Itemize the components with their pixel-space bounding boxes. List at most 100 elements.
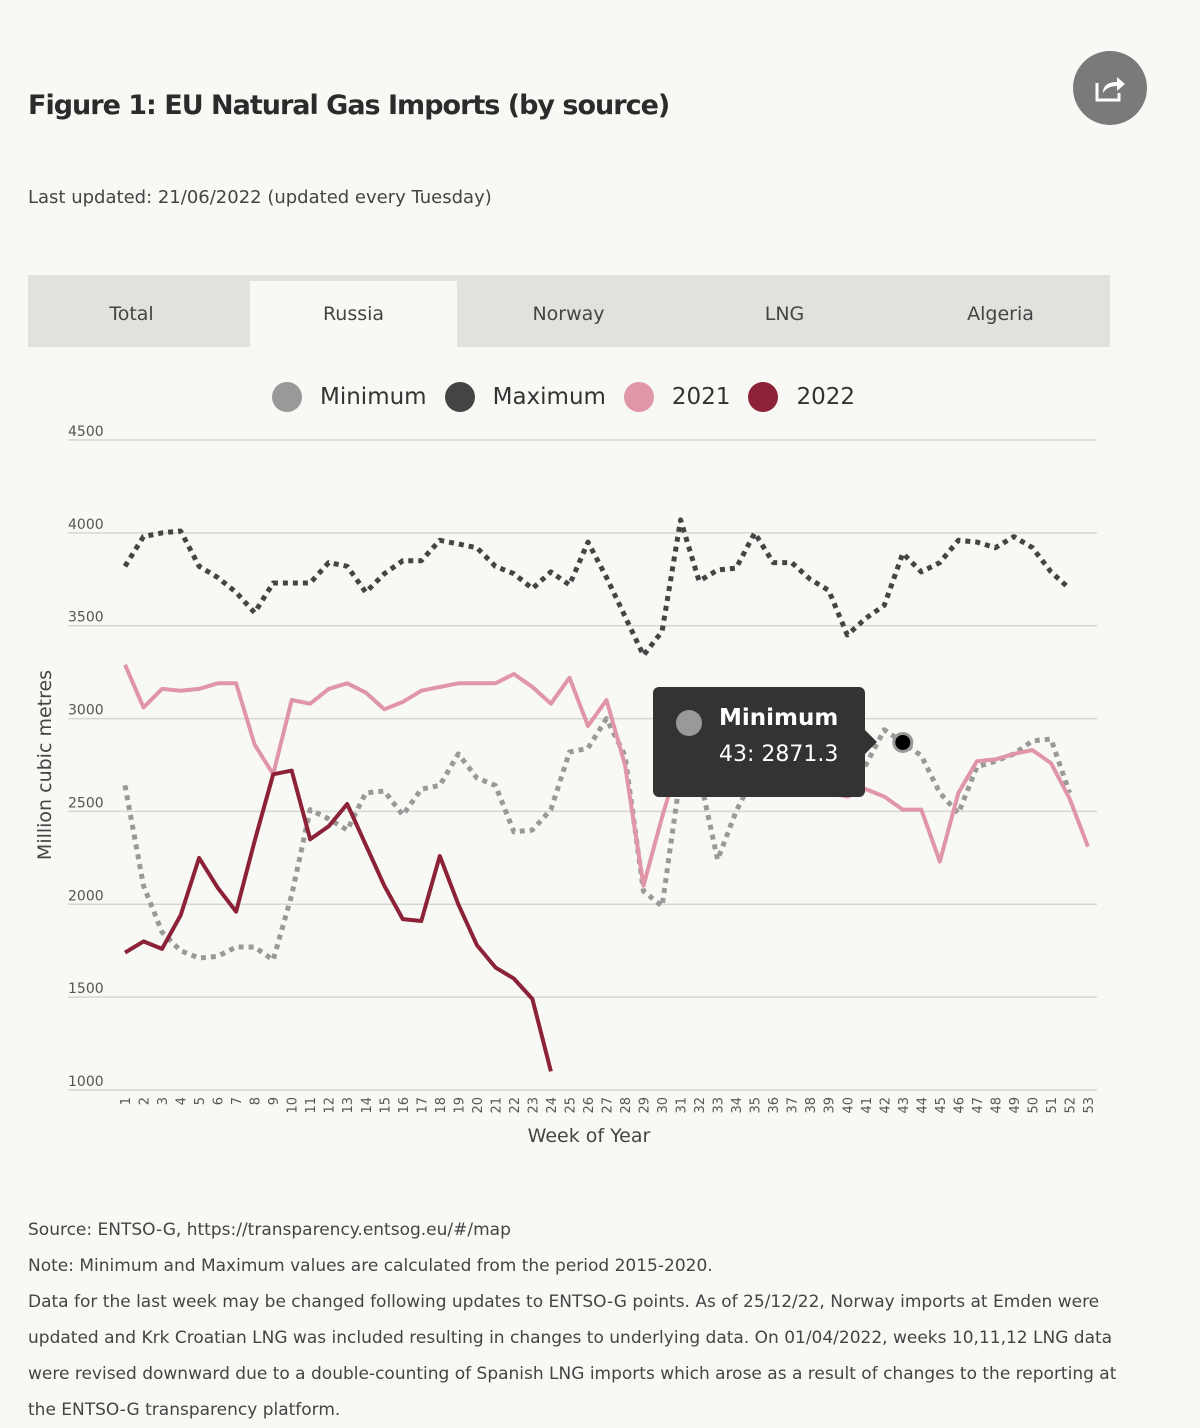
x-tick-label: 35 — [749, 1097, 764, 1114]
x-tick-label: 6 — [212, 1097, 227, 1105]
x-tick-label: 13 — [341, 1097, 356, 1114]
y-tick-label: 1500 — [68, 981, 104, 997]
x-tick-label: 18 — [434, 1097, 449, 1114]
tooltip-series-dot — [676, 710, 702, 736]
x-tick-label: 1 — [119, 1097, 134, 1105]
x-tick-label: 21 — [489, 1097, 504, 1114]
legend-dot — [444, 382, 475, 412]
tooltip-series-name: Minimum — [719, 705, 839, 731]
x-tick-label: 19 — [452, 1097, 467, 1114]
series-line-maximum — [122, 517, 1072, 658]
tab-label: Total — [109, 303, 154, 325]
source-note: Source: ENTSO-G, https://transparency.en… — [28, 1220, 511, 1240]
y-tick-label: 3000 — [68, 703, 104, 719]
legend-dot — [748, 382, 779, 412]
x-tick-label: 33 — [712, 1097, 727, 1114]
legend-maximum[interactable]: Maximum — [444, 382, 606, 412]
x-tick-label: 32 — [693, 1097, 708, 1114]
series-line-2022 — [123, 768, 553, 1072]
x-tick-label: 42 — [878, 1097, 893, 1114]
y-axis-title: Million cubic metres — [34, 670, 56, 860]
x-tick-label: 53 — [1082, 1097, 1097, 1114]
x-tick-label: 50 — [1026, 1097, 1041, 1114]
tab-label: Norway — [532, 303, 605, 325]
x-tick-label: 2 — [138, 1097, 153, 1105]
x-tick-label: 26 — [582, 1097, 597, 1114]
y-tick-label: 3500 — [68, 610, 104, 626]
disclaimer-note: Data for the last week may be changed fo… — [28, 1292, 1117, 1420]
tab-russia[interactable]: Russia — [250, 281, 457, 347]
hover-marker — [892, 731, 914, 753]
page-title: Figure 1: EU Natural Gas Imports (by sou… — [28, 90, 670, 121]
x-tick-label: 24 — [545, 1097, 560, 1114]
x-tick-label: 34 — [730, 1097, 745, 1114]
x-tick-label: 41 — [860, 1097, 875, 1114]
x-tick-label: 51 — [1045, 1097, 1060, 1114]
x-tick-label: 27 — [601, 1097, 616, 1114]
x-tick-label: 43 — [897, 1097, 912, 1114]
chart-notes: Source: ENTSO-G, https://transparency.en… — [28, 1212, 1128, 1428]
tab-label: Russia — [322, 303, 385, 325]
x-tick-label: 31 — [675, 1097, 690, 1114]
x-tick-label: 49 — [1008, 1097, 1023, 1114]
legend-2021[interactable]: 2021 — [623, 382, 731, 412]
y-tick-label: 2500 — [68, 795, 104, 811]
x-tick-label: 5 — [193, 1097, 208, 1105]
x-tick-label: 28 — [619, 1097, 634, 1114]
y-tick-label: 4000 — [68, 517, 104, 533]
tab-algeria[interactable]: Algeria — [897, 281, 1104, 347]
x-tick-label: 12 — [323, 1097, 338, 1114]
y-tick-label: 4500 — [68, 424, 104, 440]
legend-minimum[interactable]: Minimum — [272, 382, 427, 412]
legend-label: 2022 — [796, 384, 856, 410]
tab-label: LNG — [764, 303, 805, 325]
x-tick-label: 38 — [804, 1097, 819, 1114]
x-tick-label: 44 — [915, 1097, 930, 1114]
legend-label: 2021 — [671, 384, 731, 410]
share-icon — [1095, 77, 1125, 102]
x-axis-title: Week of Year — [528, 1125, 651, 1147]
x-tick-label: 23 — [526, 1097, 541, 1114]
x-tick-label: 30 — [656, 1097, 671, 1114]
legend-dot — [272, 382, 302, 412]
chart-legend: Minimum Maximum 2021 2022 — [272, 382, 873, 412]
share-button[interactable] — [1073, 51, 1147, 125]
y-tick-label: 2000 — [68, 888, 104, 904]
x-tick-label: 40 — [841, 1097, 856, 1114]
x-tick-label: 22 — [508, 1097, 523, 1114]
x-tick-label: 47 — [971, 1097, 986, 1114]
tab-total[interactable]: Total — [28, 281, 235, 347]
x-tick-label: 17 — [415, 1097, 430, 1114]
x-tick-label: 16 — [397, 1097, 412, 1114]
x-tick-label: 46 — [952, 1097, 967, 1114]
legend-dot — [623, 382, 654, 412]
tab-label: Algeria — [967, 303, 1034, 325]
legend-label: Maximum — [492, 384, 606, 410]
last-updated: Last updated: 21/06/2022 (updated every … — [28, 187, 492, 208]
x-tick-label: 14 — [360, 1097, 375, 1114]
x-tick-label: 20 — [471, 1097, 486, 1114]
chart-tooltip: Minimum 43: 2871.3 — [653, 687, 877, 797]
x-tick-label: 25 — [563, 1097, 578, 1114]
x-tick-label: 45 — [934, 1097, 949, 1114]
x-tick-label: 4 — [175, 1097, 190, 1105]
source-tabs: Total Russia Norway LNG Algeria — [28, 275, 1110, 347]
x-tick-label: 15 — [378, 1097, 393, 1114]
legend-label: Minimum — [320, 384, 427, 410]
x-tick-label: 37 — [786, 1097, 801, 1114]
min-max-note: Note: Minimum and Maximum values are cal… — [28, 1256, 713, 1276]
y-tick-label: 1000 — [68, 1074, 104, 1090]
x-tick-label: 10 — [286, 1097, 301, 1114]
x-tick-label: 36 — [767, 1097, 782, 1114]
x-tick-label: 9 — [267, 1097, 282, 1105]
tab-norway[interactable]: Norway — [465, 281, 672, 347]
x-tick-label: 48 — [989, 1097, 1004, 1114]
tooltip-value: 43: 2871.3 — [719, 742, 839, 767]
legend-2022[interactable]: 2022 — [748, 382, 855, 412]
tab-lng[interactable]: LNG — [681, 281, 888, 347]
x-tick-label: 11 — [304, 1097, 319, 1114]
series-line-2021 — [123, 663, 1090, 888]
x-tick-label: 7 — [230, 1097, 245, 1105]
x-tick-label: 29 — [638, 1097, 653, 1114]
